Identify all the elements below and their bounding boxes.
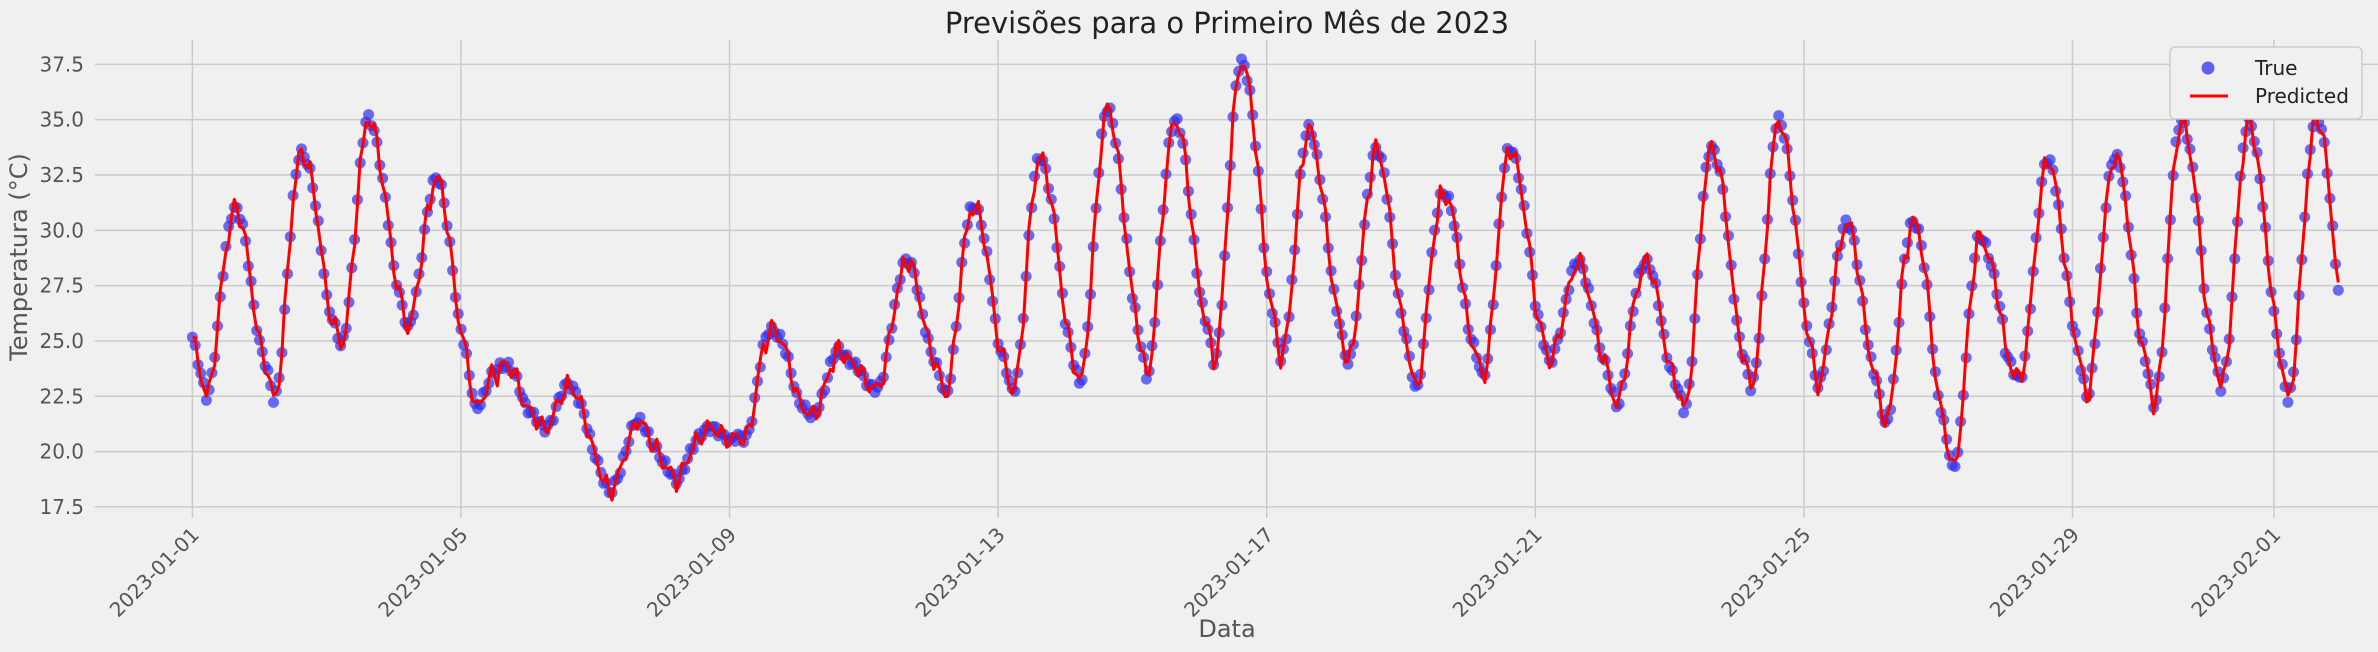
y-tick-label: 27.5 <box>39 274 84 298</box>
legend-true-label: True <box>2254 56 2297 80</box>
true-point <box>1678 407 1690 419</box>
legend-predicted-label: Predicted <box>2255 84 2349 108</box>
true-point <box>268 396 279 408</box>
true-point <box>2282 396 2294 408</box>
plot-area <box>95 40 2378 518</box>
y-tick-label: 37.5 <box>39 52 84 76</box>
y-tick-label: 22.5 <box>39 384 84 408</box>
x-tick-label: 2023-01-05 <box>373 523 472 622</box>
x-tick-label: 2023-01-17 <box>1179 523 1278 622</box>
x-axis-tick-labels: 2023-01-01 2023-01-05 2023-01-09 2023-01-13… <box>105 523 2286 622</box>
true-point <box>363 109 375 121</box>
x-tick-label: 2023-01-29 <box>1985 523 2084 622</box>
y-tick-label: 30.0 <box>39 218 84 242</box>
x-tick-label: 2023-01-01 <box>105 523 204 622</box>
y-gridlines <box>95 63 2378 508</box>
legend-box <box>2169 46 2363 120</box>
y-axis-tick-labels: 17.5 20.0 22.5 25.0 27.5 30.0 32.5 35.0 37.5 <box>39 52 84 519</box>
predicted-series-line <box>192 64 2340 502</box>
y-tick-label: 35.0 <box>39 108 84 132</box>
true-point <box>200 394 212 406</box>
x-tick-label: 2023-02-01 <box>2186 523 2285 622</box>
true-point <box>634 411 646 423</box>
y-tick-label: 32.5 <box>39 163 84 187</box>
chart-title: Previsões para o Primeiro Mês de 2023 <box>945 6 1509 40</box>
legend-true-marker <box>2201 61 2215 75</box>
x-tick-label: 2023-01-21 <box>1448 523 1547 622</box>
y-tick-label: 25.0 <box>39 329 84 353</box>
y-axis-label: Temperatura (°C) <box>5 153 33 362</box>
y-tick-label: 20.0 <box>39 440 84 464</box>
true-point <box>2215 385 2227 397</box>
x-axis-label: Data <box>1198 615 1255 643</box>
true-point <box>1745 385 1757 397</box>
x-tick-label: 2023-01-09 <box>642 523 741 622</box>
true-point <box>2332 284 2344 296</box>
legend: True Predicted <box>2169 46 2363 120</box>
x-tick-label: 2023-01-13 <box>911 523 1010 622</box>
true-point <box>1949 461 1961 472</box>
true-point <box>1773 110 1785 122</box>
x-tick-label: 2023-01-25 <box>1716 523 1815 622</box>
y-tick-label: 17.5 <box>39 495 84 519</box>
